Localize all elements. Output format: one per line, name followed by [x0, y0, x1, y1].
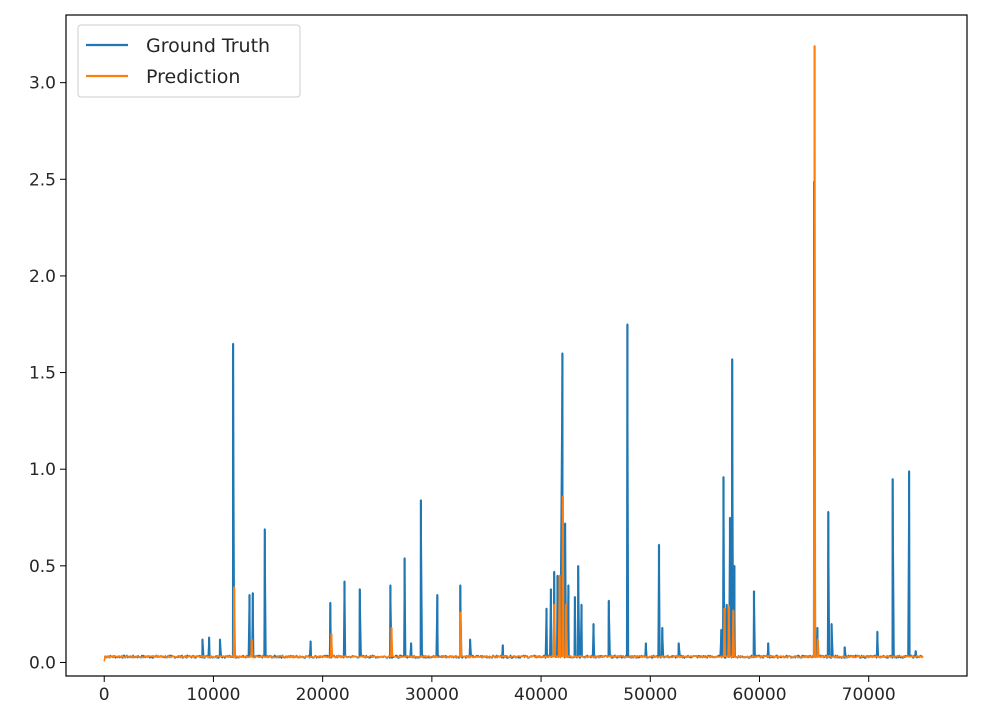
x-tick-label: 70000 — [842, 685, 896, 705]
x-tick-label: 60000 — [732, 685, 786, 705]
x-tick-label: 20000 — [296, 685, 350, 705]
y-tick-label: 2.0 — [29, 267, 56, 287]
x-tick-label: 50000 — [623, 685, 677, 705]
y-tick-label: 3.0 — [29, 74, 56, 94]
plot-lines — [103, 45, 924, 662]
x-tick-label: 10000 — [186, 685, 240, 705]
x-tick-label: 30000 — [405, 685, 459, 705]
y-tick-label: 0.0 — [29, 653, 56, 673]
ticks: 0 10000 20000 30000 40000 50000 60000 70000 0.0 0… — [29, 74, 896, 705]
legend-label-ground-truth: Ground Truth — [146, 35, 270, 57]
x-tick-label: 40000 — [514, 685, 568, 705]
series-line-prediction — [103, 45, 924, 662]
legend-box — [77, 24, 301, 98]
axes-frame — [65, 14, 968, 677]
legend: Ground Truth Prediction — [77, 24, 301, 98]
y-tick-label: 2.5 — [29, 170, 56, 190]
x-tick-label: 0 — [99, 685, 110, 705]
y-tick-label: 1.5 — [29, 364, 56, 384]
y-tick-label: 1.0 — [29, 460, 56, 480]
legend-label-prediction: Prediction — [146, 66, 240, 88]
y-tick-label: 0.5 — [29, 557, 56, 577]
